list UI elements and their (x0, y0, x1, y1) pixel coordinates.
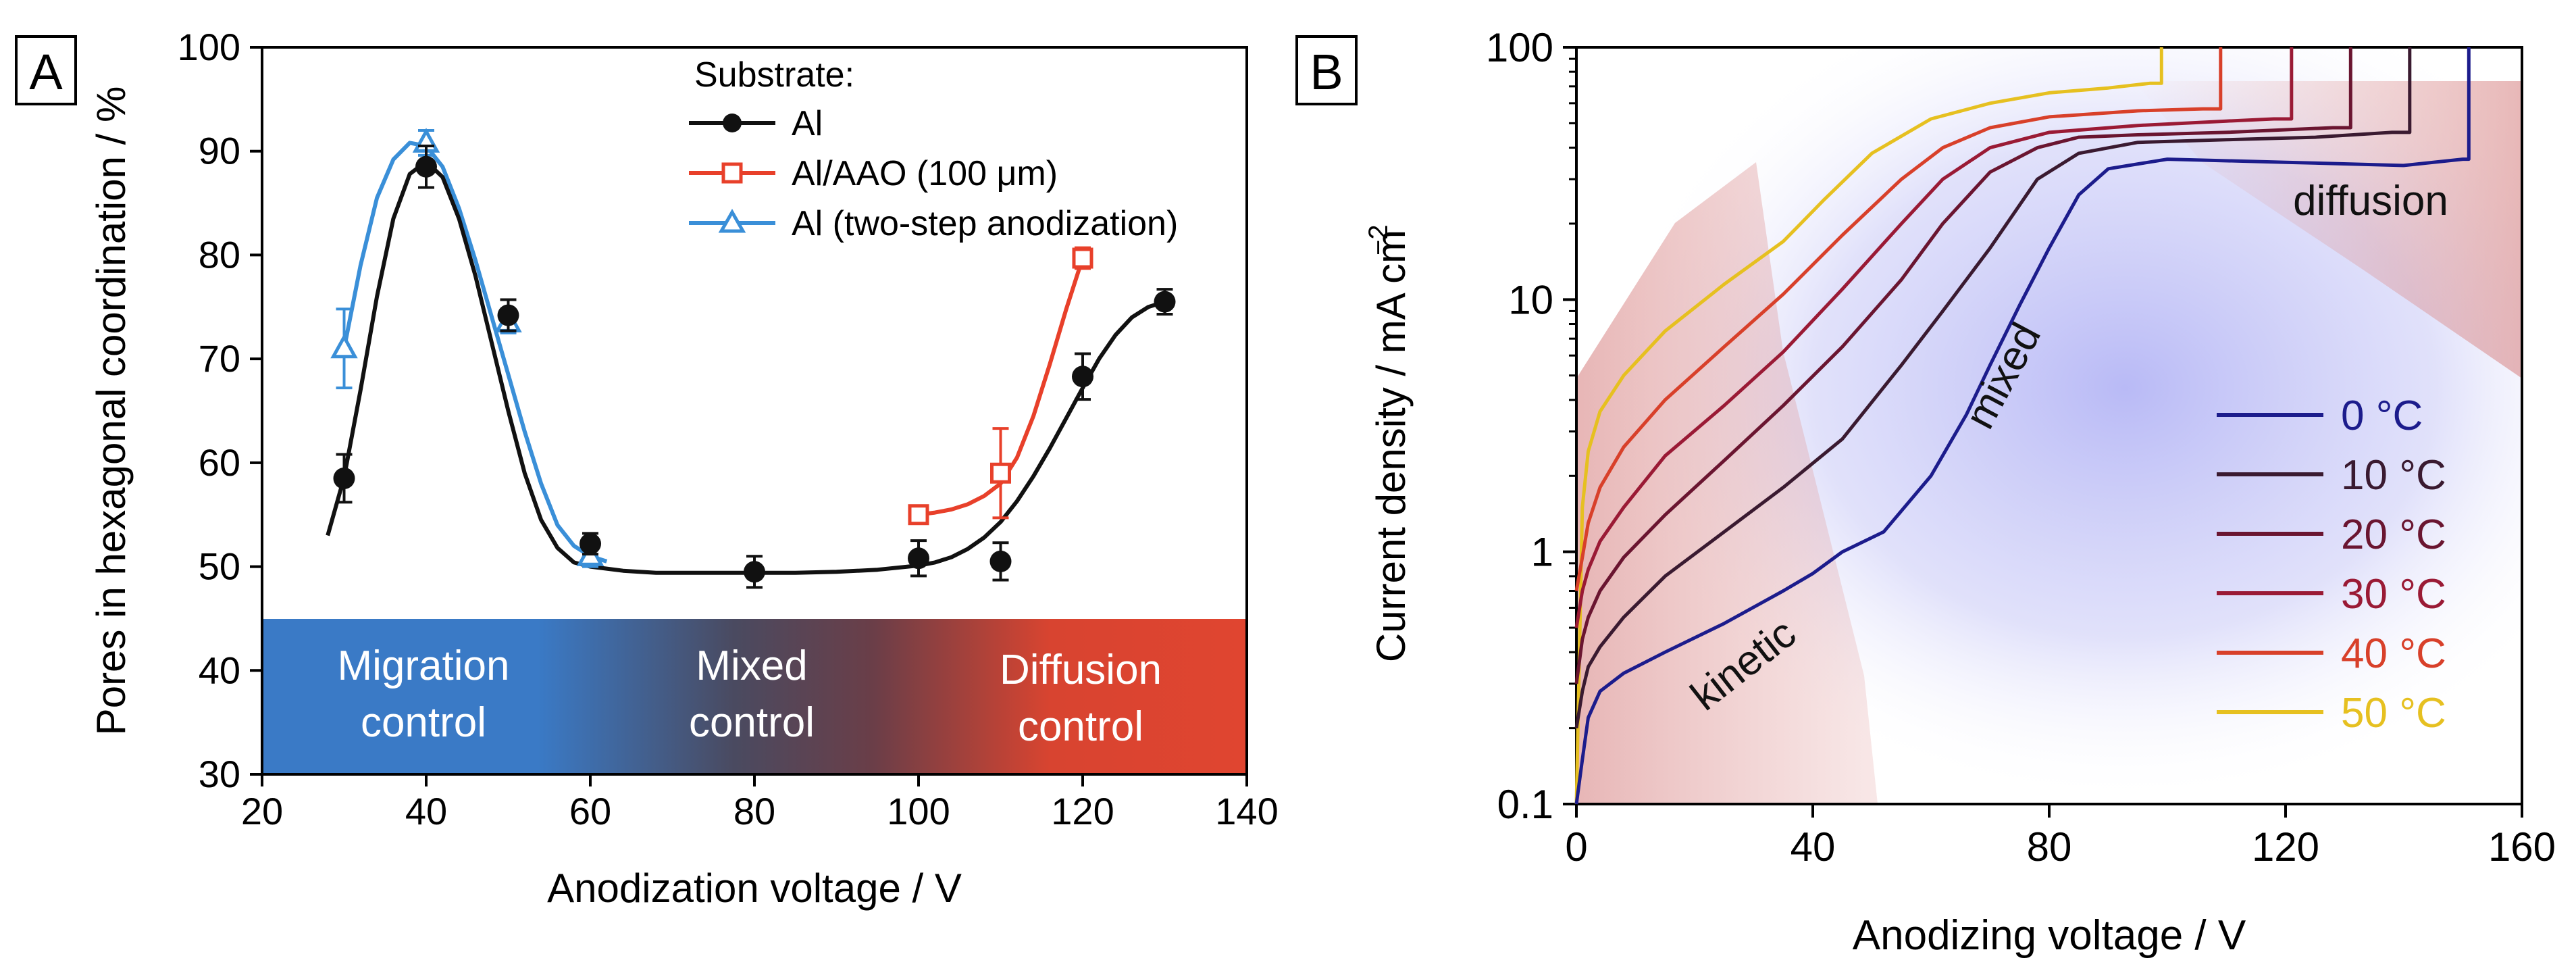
diffusion-region-shading (2134, 81, 2522, 378)
x-tick-label-a: 40 (405, 790, 447, 832)
legend-label-al: Al (792, 104, 823, 143)
x-tick-label-a: 140 (1215, 790, 1278, 832)
y-tick-label-a: 50 (199, 545, 240, 588)
current-curve (1574, 47, 2412, 728)
data-point-al-aao (908, 504, 929, 526)
panel-b-legend: 0 °C 10 °C 20 °C 30 °C 40 °C 50 °C (2217, 393, 2446, 736)
current-curve (1574, 47, 2163, 805)
current-curve (1574, 47, 2471, 805)
region-migration-label: Migration (338, 643, 510, 689)
data-point-al (497, 304, 519, 326)
data-point-al-aao (1072, 247, 1093, 269)
x-tick-label-b: 0 (1565, 824, 1587, 870)
region-mixed-label-2: control (689, 699, 815, 746)
data-point-al-two-step (330, 333, 358, 359)
region-migration-label-2: control (361, 699, 486, 746)
panel-a-axes: 20 40 60 80 100 120 140 30 40 50 60 70 80 90 100 (178, 26, 1279, 832)
fit-line-open-triangle (342, 141, 608, 564)
y-tick-label-a: 90 (199, 130, 240, 172)
x-tick-label-a: 60 (569, 790, 611, 832)
legend-label-al-two-step: Al (two-step anodization) (792, 204, 1178, 243)
panel-a-y-axis-label: Pores in hexagonal coordination / % (88, 86, 134, 736)
panel-a-label: A (29, 44, 63, 100)
panel-a-x-axis-label: Anodization voltage / V (547, 866, 962, 911)
data-point-al (989, 550, 1012, 572)
legend-title: Substrate: (694, 55, 854, 95)
current-curve (1574, 47, 2223, 591)
x-tick-label-b: 120 (2252, 824, 2319, 870)
x-tick-label-a: 100 (887, 790, 950, 832)
x-tick-label-b: 160 (2488, 824, 2556, 870)
legend-label-b: 40 °C (2341, 630, 2446, 677)
legend-label-al-aao: Al/AAO (100 μm) (792, 154, 1058, 193)
y-tick-label-a: 80 (199, 233, 240, 276)
fit-line-filled-circle (326, 159, 1166, 575)
data-point-al (333, 467, 355, 489)
panel-a-label-box (15, 35, 77, 105)
legend-label-b: 20 °C (2341, 511, 2446, 558)
legend-marker-al (723, 114, 742, 132)
x-tick-label-a: 120 (1051, 790, 1114, 832)
data-point-al (908, 547, 929, 570)
panel-b-y-axis-label: Current density / mA cm (1368, 230, 1414, 662)
data-point-al (1154, 291, 1176, 313)
data-point-al (1072, 366, 1093, 388)
data-point-al (415, 155, 437, 178)
y-tick-label-b: 0.1 (1497, 782, 1553, 827)
legend-label-b: 50 °C (2341, 690, 2446, 736)
panel-b-y-axis-label-group: Current density / mA cm −2 (1364, 224, 1414, 662)
data-point-al-aao (990, 462, 1011, 484)
y-tick-label-a: 60 (199, 441, 240, 484)
panel-a-legend: Substrate: Al Al/AAO (100 μm) Al (two-st… (689, 55, 1178, 243)
data-point-al (579, 532, 601, 555)
panel-a-series (326, 128, 1176, 589)
legend-marker-al-two-step (718, 208, 746, 233)
y-tick-label-a: 40 (199, 649, 240, 691)
region-mixed-label: Mixed (696, 643, 807, 689)
panel-b-x-axis-label: Anodizing voltage / V (1853, 912, 2246, 959)
y-tick-label-a: 100 (178, 26, 240, 68)
region-diffusion-label-2: control (1018, 703, 1143, 750)
y-tick-label-a: 30 (199, 753, 240, 795)
panel-b-label: B (1310, 44, 1343, 100)
legend-label-b: 30 °C (2341, 571, 2446, 618)
panel-b-axes: 0 40 80 120 160 0.1 1 10 100 (1486, 25, 2556, 870)
legend-label-b: 0 °C (2341, 393, 2423, 439)
panel-b-y-axis-label-exponent: −2 (1364, 224, 1393, 255)
panel-a: A Migration control Mixed control Diffus… (15, 26, 1279, 911)
current-curve (1574, 47, 2352, 684)
y-tick-label-b: 1 (1531, 530, 1553, 575)
annotation-diffusion: diffusion (2293, 178, 2448, 224)
x-tick-label-b: 80 (2027, 824, 2072, 870)
panel-b-label-box (1295, 35, 1358, 105)
y-tick-label-b: 100 (1486, 25, 1553, 70)
x-tick-label-a: 20 (241, 790, 283, 832)
x-tick-label-a: 80 (733, 790, 775, 832)
y-tick-label-b: 10 (1508, 277, 1553, 322)
panel-b-series (1574, 47, 2471, 805)
y-tick-label-a: 70 (199, 337, 240, 380)
legend-marker-al-aao (721, 162, 743, 184)
kinetic-region-shading (1576, 162, 1878, 804)
x-tick-label-b: 40 (1791, 824, 1836, 870)
data-point-al (744, 561, 765, 583)
region-band (262, 619, 1247, 774)
region-diffusion-label: Diffusion (1000, 647, 1162, 693)
current-curve (1574, 47, 2294, 628)
legend-label-b: 10 °C (2341, 452, 2446, 499)
